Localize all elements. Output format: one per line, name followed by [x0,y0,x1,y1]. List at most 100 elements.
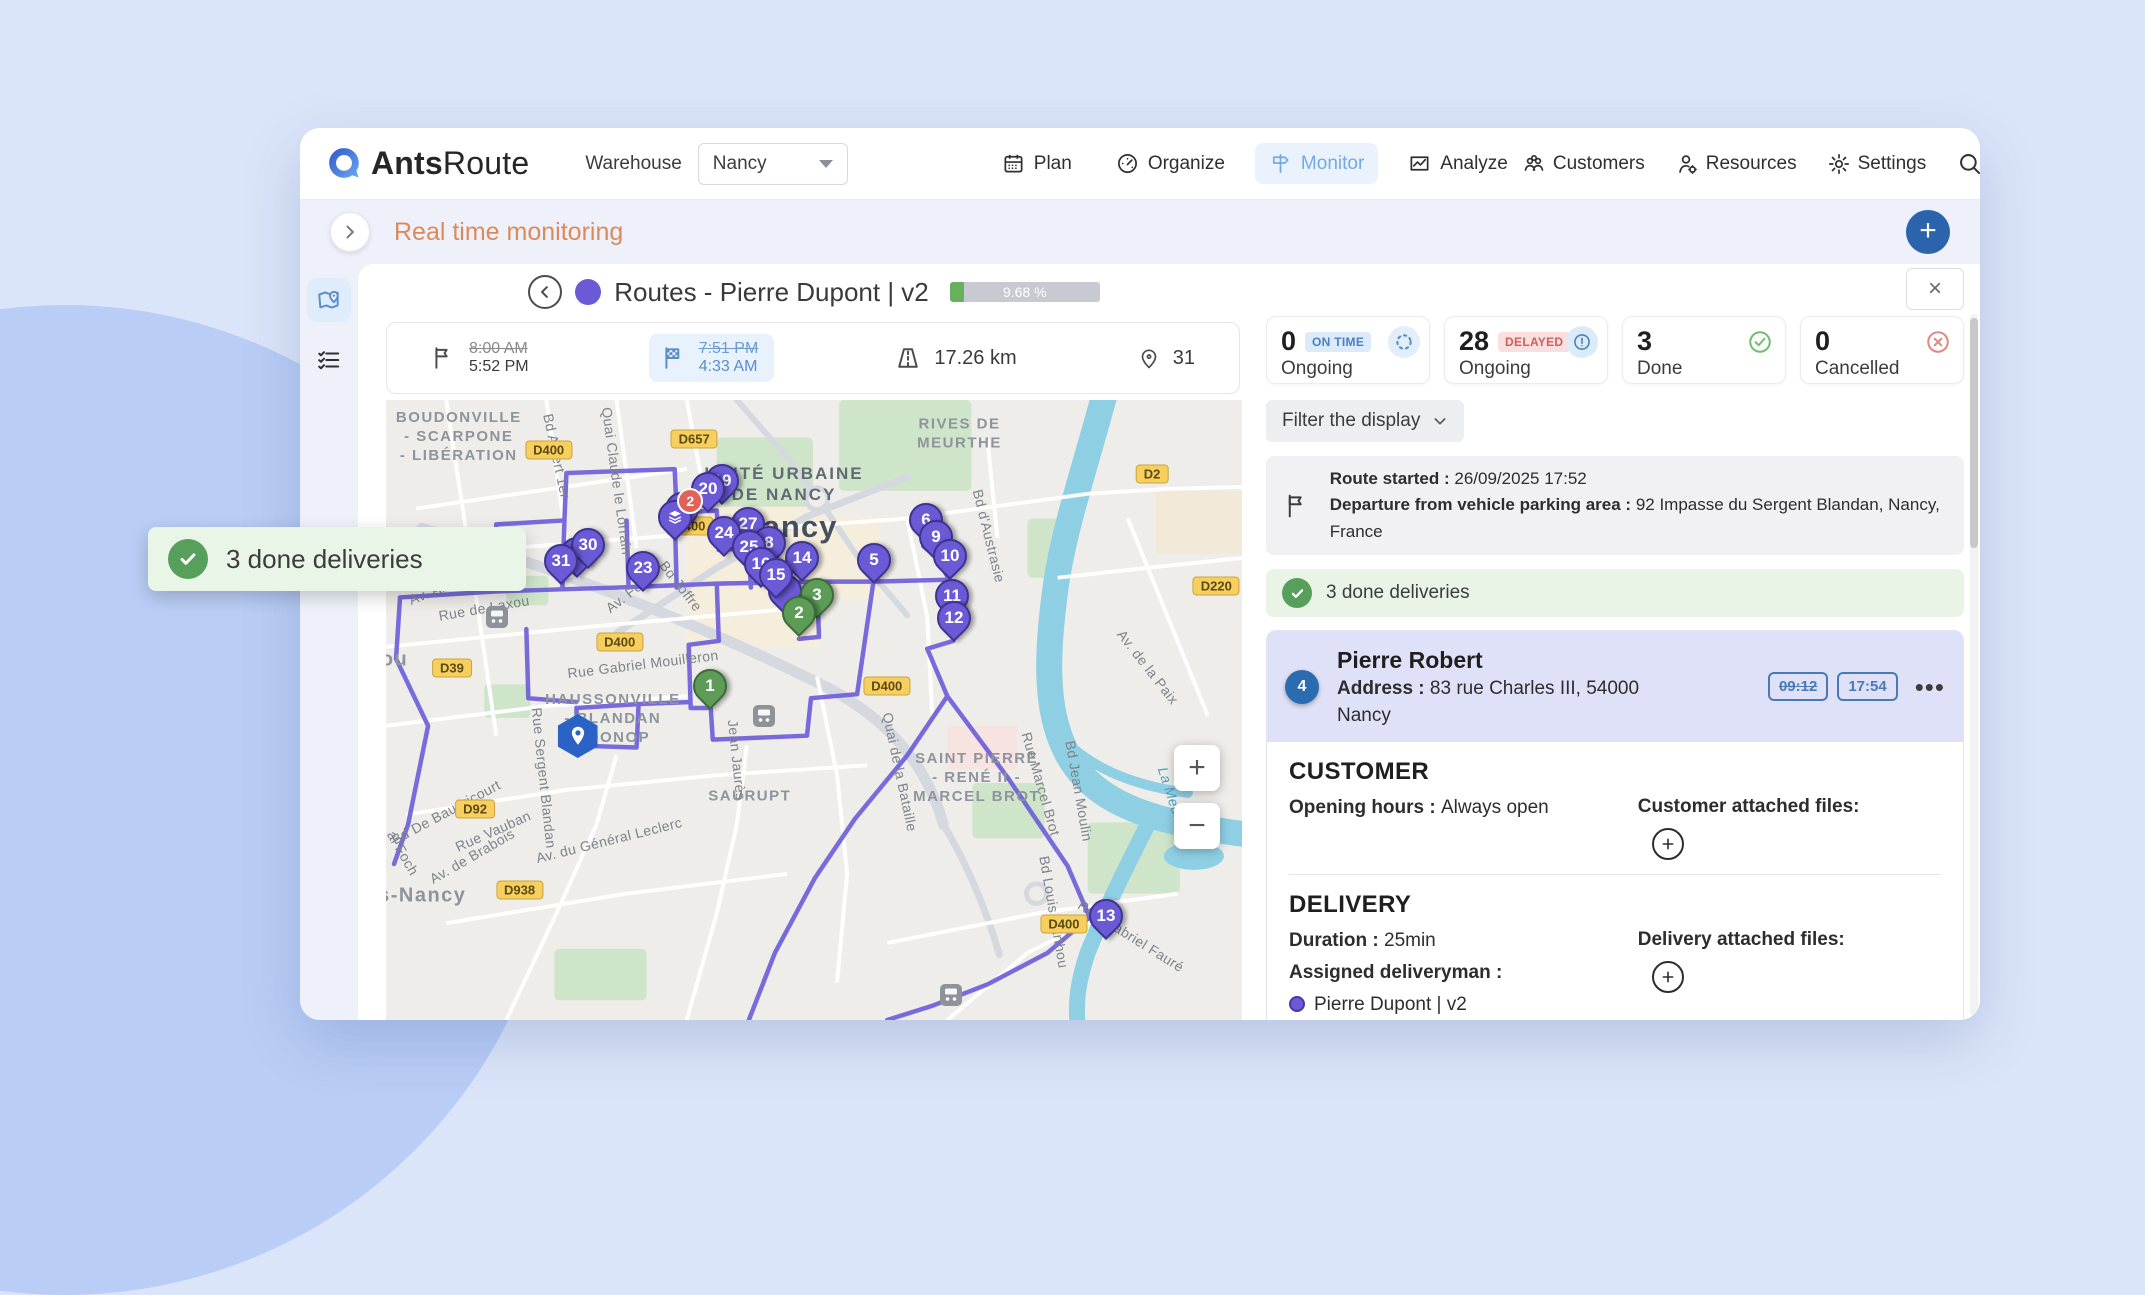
navbar-right: Customers Resources Settings 44 MH [1522,140,1980,188]
delivery-card: 4 Pierre Robert Address : 83 rue Charles… [1266,630,1964,1020]
road-shield: D400 [863,677,910,696]
route-column: Routes - Pierre Dupont | v2 9.68 % 8:00 … [386,268,1242,1020]
tab-monitor[interactable]: Monitor [1255,143,1378,184]
add-button[interactable]: + [1906,210,1950,254]
route-progress-bar: 9.68 % [950,282,1100,302]
summary-card-done: 3 Done [1622,316,1786,384]
road-shield: D400 [1040,914,1087,933]
planned-time-chip: 09:12 [1768,672,1828,701]
warehouse-select[interactable]: Nancy [698,143,848,185]
opening-hours: Opening hours : Always open [1289,796,1638,821]
back-button[interactable] [528,275,562,309]
map-view-button[interactable] [307,278,351,322]
tooltip-label: 3 done deliveries [226,544,423,575]
chevron-down-icon [819,160,833,168]
nav-customers[interactable]: Customers [1522,152,1645,176]
tab-analyze[interactable]: Analyze [1394,143,1522,184]
road-shield: D400 [525,440,572,459]
flag-icon [431,345,457,371]
route-color-dot [575,279,601,305]
delayed-count: 28 [1459,326,1489,357]
info-icon[interactable] [1566,326,1598,358]
chevron-down-icon [1432,413,1448,429]
customer-files-label: Customer attached files: [1638,796,1941,818]
road-shield: D938 [496,880,543,899]
warehouse-picker: Warehouse Nancy [585,143,847,185]
more-menu-icon[interactable]: ••• [1915,682,1945,692]
app-window: AntsRoute Warehouse Nancy Plan Organize … [300,128,1980,1020]
road-shield: D400 [596,632,643,651]
page-title: Real time monitoring [394,218,623,247]
person-gear-icon [1675,152,1699,176]
delayed-badge: DELAYED [1498,332,1570,352]
details-column: × 0 ON TIME Ongoing [1266,268,1980,1020]
pin-icon [1137,346,1161,370]
warehouse-label: Warehouse [585,153,681,175]
route-progress-label: 9.68 % [950,282,1100,302]
check-circle-icon [1744,326,1776,358]
tab-organize[interactable]: Organize [1102,143,1239,184]
route-header: Routes - Pierre Dupont | v2 9.68 % [386,270,1242,314]
cancelled-count: 0 [1815,326,1830,357]
plus-icon [1660,969,1676,985]
route-started-card: Route started : 26/09/2025 17:52 Departu… [1266,456,1964,555]
map-zoom-controls: + − [1174,745,1220,849]
filter-display-button[interactable]: Filter the display [1266,400,1464,442]
road-shield: D2 [1136,465,1169,484]
road-shield: D39 [432,658,472,677]
add-customer-file-button[interactable] [1652,828,1684,860]
warehouse-value: Nancy [713,153,767,175]
nav-settings[interactable]: Settings [1827,152,1927,176]
road-shield: D92 [455,800,495,819]
distance-group: 17.26 km [894,344,1016,372]
depot-pin-icon [566,724,590,748]
route-distance: 17.26 km [934,347,1016,370]
list-view-button[interactable] [307,338,351,382]
close-button[interactable]: × [1906,268,1964,310]
zoom-in-button[interactable]: + [1174,745,1220,791]
summary-card-ontime: 0 ON TIME Ongoing [1266,316,1430,384]
brand-logo[interactable]: AntsRoute [326,145,529,182]
start-time-actual: 5:52 PM [469,358,529,376]
time-chips: 09:12 17:54 ••• [1768,672,1945,701]
customer-name: Pierre Robert [1337,644,1667,676]
add-delivery-file-button[interactable] [1652,961,1684,993]
delivery-card-header[interactable]: 4 Pierre Robert Address : 83 rue Charles… [1267,631,1963,742]
deliveryman-color-dot [1289,996,1305,1012]
customer-address: Address : 83 rue Charles III, 54000 Nanc… [1337,676,1667,729]
scrollbar[interactable] [1970,314,1978,1016]
scrollbar-thumb[interactable] [1970,318,1978,548]
deliveryman-label: Assigned deliveryman : [1289,961,1638,986]
route-stops-count: 31 [1173,347,1195,370]
nav-resources[interactable]: Resources [1675,152,1797,176]
monitor-panel: Routes - Pierre Dupont | v2 9.68 % 8:00 … [358,264,1980,1020]
signpost-icon [1269,152,1292,175]
checklist-icon [316,347,342,373]
delivery-files-label: Delivery attached files: [1638,929,1941,951]
tab-plan[interactable]: Plan [988,143,1086,184]
eta-time-chip: 17:54 [1837,672,1897,701]
view-rail [300,264,358,1020]
collapse-panel-button[interactable] [330,212,370,252]
ontime-badge: ON TIME [1305,332,1371,352]
route-stats-bar: 8:00 AM 5:52 PM 7:51 PM 4:33 AM 17.26 [386,322,1240,394]
zoom-out-button[interactable]: − [1174,803,1220,849]
done-deliveries-tooltip: 3 done deliveries [148,527,526,591]
end-time-actual: 4:33 AM [699,358,759,376]
plus-icon [1660,836,1676,852]
finish-flag-icon [661,345,687,371]
gauge-icon [1116,152,1139,175]
search-button[interactable] [1956,150,1980,177]
close-row: × [1266,268,1964,310]
road-shield: D657 [671,430,718,449]
close-icon: × [1928,275,1942,303]
page-header: Real time monitoring + [300,200,1980,264]
calendar-icon [1002,152,1025,175]
done-deliveries-banner: 3 done deliveries [1266,569,1964,617]
end-time-group[interactable]: 7:51 PM 4:33 AM [649,334,775,382]
delivery-section-title: DELIVERY [1289,891,1941,919]
summary-cards: 0 ON TIME Ongoing 28 DELAYED Ong [1266,316,1964,384]
cancel-circle-icon [1922,326,1954,358]
map-pin-icon [316,287,342,313]
map[interactable]: D400D657D400D39D400D92D938D400D400D220D2… [386,400,1242,1020]
